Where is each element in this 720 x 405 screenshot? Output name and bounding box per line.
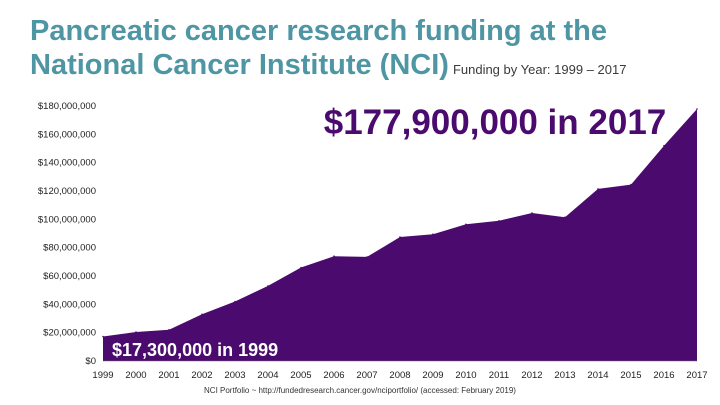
x-tick-label: 2008	[389, 370, 410, 381]
x-tick-label: 2017	[686, 370, 707, 381]
x-tick-label: 2006	[323, 370, 344, 381]
data-point-2004	[267, 285, 269, 287]
x-tick-label: 2015	[620, 370, 641, 381]
data-point-2005	[300, 266, 302, 269]
data-point-2008	[399, 236, 401, 238]
data-point-2006	[333, 255, 335, 257]
x-tick-label: 2011	[489, 370, 509, 381]
chart-subtitle: Funding by Year: 1999 – 2017	[452, 62, 627, 77]
data-point-2011	[498, 220, 500, 222]
data-point-2009	[432, 233, 434, 235]
title-line-1: Pancreatic cancer research funding at th…	[30, 15, 607, 47]
y-tick-label: $100,000,000	[38, 214, 96, 225]
x-tick-label: 2001	[158, 370, 179, 381]
data-point-2003	[234, 300, 236, 303]
y-tick-label: $120,000,000	[38, 186, 96, 197]
y-tick-label: $40,000,000	[43, 299, 96, 310]
data-point-2010	[465, 223, 467, 226]
y-tick-label: $80,000,000	[43, 243, 96, 254]
y-tick-label: $160,000,000	[38, 129, 96, 140]
data-point-2000	[135, 331, 137, 333]
data-point-1999	[102, 335, 104, 338]
data-point-2012	[531, 212, 533, 214]
y-tick-label: $0	[85, 356, 96, 367]
data-point-2015	[630, 183, 632, 186]
x-tick-label: 2009	[422, 370, 443, 381]
source-citation: NCI Portfolio ~ http://fundedresearch.ca…	[204, 386, 516, 395]
data-point-2017	[696, 108, 698, 110]
x-tick-label: 2013	[554, 370, 575, 381]
x-tick-label: 2000	[125, 370, 146, 381]
x-tick-label: 2012	[521, 370, 542, 381]
x-tick-label: 2014	[587, 370, 608, 381]
x-tick-label: 2016	[653, 370, 674, 381]
title-line-2-text: National Cancer Institute (NCI)	[30, 49, 449, 81]
chart-title: Pancreatic cancer research funding at th…	[30, 14, 710, 87]
x-tick-label: 2002	[191, 370, 212, 381]
x-axis: 1999 2000 2001 2002 2003 2004 2005 2006 2007 2008…	[92, 370, 707, 381]
data-point-2002	[201, 313, 203, 316]
data-point-2007	[366, 256, 368, 258]
funding-area-series	[103, 109, 697, 361]
y-tick-label: $180,000,000	[38, 101, 96, 112]
data-point-2013	[564, 216, 566, 218]
y-axis: $0 $20,000,000 $40,000,000 $60,000,000 $80,0…	[38, 101, 96, 367]
annotation-1999-total: $17,300,000 in 1999	[112, 340, 278, 360]
y-tick-label: $60,000,000	[43, 271, 96, 282]
annotation-2017-total: $177,900,000 in 2017	[324, 103, 667, 142]
x-tick-label: 2004	[257, 370, 278, 381]
y-tick-label: $140,000,000	[38, 158, 96, 169]
x-tick-label: 1999	[92, 370, 113, 381]
x-tick-label: 2003	[224, 370, 245, 381]
x-tick-label: 2007	[356, 370, 377, 381]
data-point-2001	[168, 329, 170, 331]
data-point-2014	[597, 188, 599, 190]
data-point-2016	[663, 144, 665, 147]
x-tick-label: 2010	[455, 370, 476, 381]
title-line-2: National Cancer Institute (NCI) Funding b…	[30, 48, 710, 87]
y-tick-label: $20,000,000	[43, 328, 96, 339]
x-tick-label: 2005	[290, 370, 311, 381]
plot-area	[102, 108, 698, 362]
